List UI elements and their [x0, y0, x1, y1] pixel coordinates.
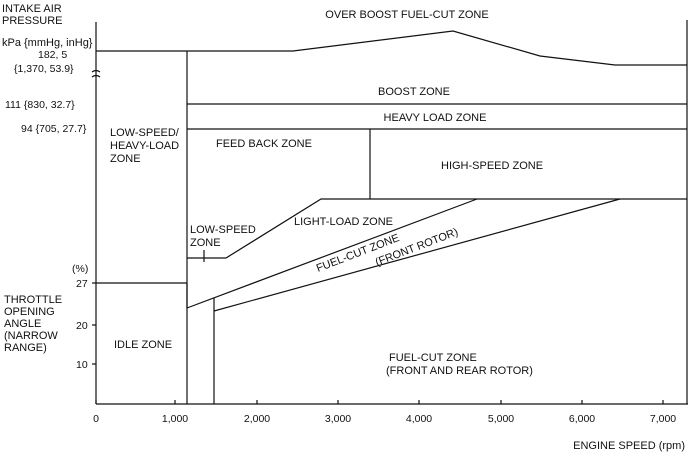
- heavy-load-zone-label: HEAVY LOAD ZONE: [384, 112, 487, 124]
- low-speed-zone-label-1: LOW-SPEED: [190, 224, 256, 236]
- boost-zone-label: BOOST ZONE: [378, 86, 450, 98]
- fuel-cut-front-rear-zone-label-1: FUEL-CUT ZONE: [389, 352, 477, 364]
- light-load-upper-boundary: [187, 198, 687, 259]
- idle-zone-label: IDLE ZONE: [114, 339, 172, 351]
- light-load-zone-label: LIGHT-LOAD ZONE: [294, 216, 393, 228]
- throttle-title-line-1: THROTTLE: [4, 294, 62, 306]
- low-speed-heavy-zone-label-3: ZONE: [110, 153, 141, 165]
- feed-back-zone-label: FEED BACK ZONE: [216, 138, 312, 150]
- throttle-title-line-3: ANGLE: [4, 318, 41, 330]
- x-tick-label-5000: 5,000: [488, 413, 514, 425]
- pressure-unit: kPa {mmHg, inHg}: [2, 37, 93, 49]
- x-tick-label-1000: 1,000: [162, 413, 188, 425]
- light-load-lower-boundary: [186, 198, 478, 309]
- throttle-tick-10: 10: [76, 359, 88, 371]
- low-speed-heavy-zone-label-1: LOW-SPEED/: [110, 127, 180, 139]
- pressure-tick-111: 111 {830, 32.7}: [5, 99, 75, 111]
- x-tick-label-2000: 2,000: [244, 413, 270, 425]
- axis-break-mark: [91, 69, 101, 78]
- x-axis-label: ENGINE SPEED (rpm): [573, 440, 685, 452]
- over-boost-zone-label: OVER BOOST FUEL-CUT ZONE: [325, 9, 488, 21]
- throttle-title-line-5: RANGE): [4, 342, 47, 354]
- x-tick-label-6000: 6,000: [569, 413, 595, 425]
- fuel-cut-front-rear-zone-label-2: (FRONT AND REAR ROTOR): [386, 365, 533, 377]
- x-tick-label-7000: 7,000: [650, 413, 676, 425]
- x-tick-label-3000: 3,000: [325, 413, 351, 425]
- pressure-tick-182: 182, 5: [38, 49, 67, 61]
- throttle-title-line-2: OPENING: [4, 306, 55, 318]
- x-tick-label-4000: 4,000: [406, 413, 432, 425]
- low-speed-zone-label-2: ZONE: [190, 237, 221, 249]
- throttle-tick-20: 20: [76, 320, 88, 332]
- x-tick-label-0: 0: [93, 413, 99, 425]
- pressure-title-line-1: INTAKE AIR: [2, 3, 62, 15]
- over-boost-boundary: [96, 30, 687, 66]
- pressure-title-line-2: PRESSURE: [2, 15, 63, 27]
- low-speed-heavy-zone-label-2: HEAVY-LOAD: [110, 140, 179, 152]
- high-speed-zone-label: HIGH-SPEED ZONE: [441, 160, 543, 172]
- throttle-tick-27: 27: [76, 278, 88, 290]
- throttle-unit: (%): [72, 263, 88, 275]
- fuel-cut-front-lower-boundary: [213, 198, 621, 312]
- pressure-tick-182-sub: {1,370, 53.9}: [14, 63, 74, 75]
- pressure-tick-94: 94 {705, 27.7}: [21, 123, 87, 135]
- x-tick-marks: [95, 400, 664, 404]
- throttle-title-line-4: (NARROW: [4, 330, 58, 342]
